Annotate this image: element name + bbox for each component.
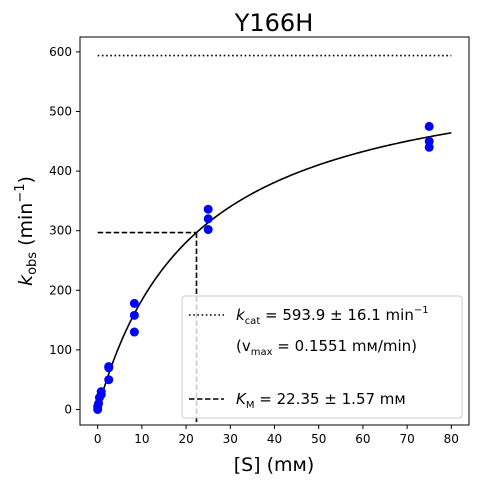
legend: kcat = 593.9 ± 16.1 min−1 (vmax = 0.1551… xyxy=(181,295,463,419)
y-tick-label: 600 xyxy=(49,45,72,59)
plot-area xyxy=(93,54,452,425)
data-point xyxy=(203,214,213,224)
x-tick-label: 10 xyxy=(134,432,149,446)
y-tick-label: 200 xyxy=(49,283,72,297)
data-point xyxy=(424,136,434,146)
x-tick-label: 60 xyxy=(355,432,370,446)
x-tick-label: 70 xyxy=(399,432,414,446)
y-axis-label: kobs (min−1) xyxy=(13,176,40,286)
x-tick-label: 20 xyxy=(178,432,193,446)
y-tick-label: 500 xyxy=(49,105,72,119)
x-axis-label: [S] (mм) xyxy=(234,454,315,476)
data-point xyxy=(203,225,213,235)
y-tick-label: 300 xyxy=(49,224,72,238)
x-tick-label: 0 xyxy=(94,432,102,446)
y-axis: 0 100 200 300 400 500 600 xyxy=(49,45,80,417)
y-tick-label: 100 xyxy=(49,343,72,357)
data-point xyxy=(203,204,213,214)
x-tick-label: 80 xyxy=(444,432,459,446)
x-tick-label: 50 xyxy=(311,432,326,446)
data-point xyxy=(424,121,434,131)
legend-vmax-label: (vmax = 0.1551 mм/min) xyxy=(236,337,417,358)
x-axis: 0 10 20 30 40 50 60 70 80 xyxy=(94,425,459,446)
chart-title: Y166H xyxy=(234,9,314,37)
legend-kcat-label: kcat = 593.9 ± 16.1 min−1 xyxy=(236,305,429,327)
data-point xyxy=(129,310,139,320)
data-point xyxy=(129,327,139,337)
data-point xyxy=(129,298,139,308)
x-tick-label: 40 xyxy=(267,432,282,446)
fit-curve xyxy=(96,132,452,410)
legend-km-label: KM = 22.35 ± 1.57 mм xyxy=(236,390,406,411)
data-point xyxy=(104,375,114,385)
legend-box xyxy=(181,295,463,419)
y-tick-label: 400 xyxy=(49,164,72,178)
data-point xyxy=(96,387,106,397)
y-tick-label: 0 xyxy=(64,403,72,417)
x-tick-label: 30 xyxy=(223,432,238,446)
data-point xyxy=(104,362,114,372)
